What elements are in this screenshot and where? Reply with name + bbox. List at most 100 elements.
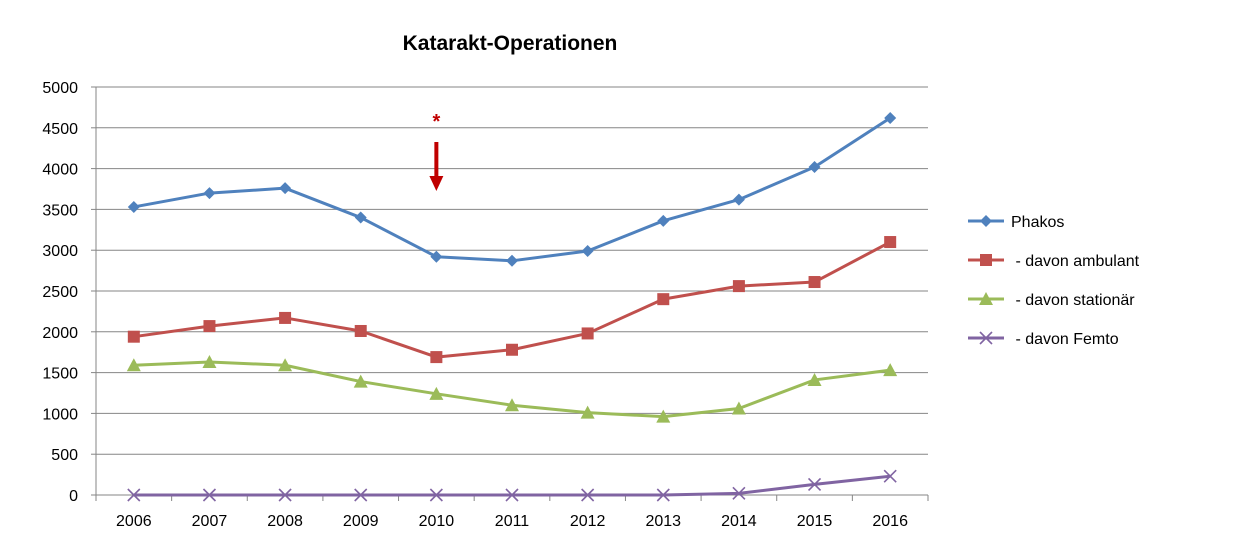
legend-marker [980,254,992,266]
data-point [807,477,822,491]
data-point [581,488,595,502]
x-tick-label: 2015 [797,513,833,530]
x-marker-stroke [732,486,746,500]
x-marker-stroke [202,488,217,502]
series-2 [126,354,898,423]
data-point [657,214,670,227]
y-tick-label: 3500 [42,202,78,219]
data-point [429,386,444,400]
y-tick-label: 2500 [42,284,78,301]
data-point [353,374,368,388]
x-tick-label: 2011 [495,513,530,530]
x-tick-label: 2006 [116,513,152,530]
x-tick-label: 2008 [267,513,303,530]
legend-label: Phakos [1011,214,1064,231]
y-tick-label: 3000 [42,243,78,260]
x-marker-stroke [505,488,519,502]
y-tick-label: 4500 [42,121,78,138]
data-point [354,488,368,502]
data-point [883,469,897,483]
data-point [126,358,141,372]
legend-item: - davon Femto [968,331,1119,348]
x-tick-label: 2012 [570,513,606,530]
y-tick-label: 2000 [42,325,78,342]
data-point [506,343,518,356]
x-tick-label: 2016 [872,513,908,530]
y-tick-label: 500 [51,447,78,464]
x-tick-label: 2013 [645,513,681,530]
annotations: * [429,111,444,191]
data-point [203,187,216,200]
data-point [732,486,746,500]
x-marker-stroke [883,469,897,483]
data-point [580,405,595,419]
data-point [429,488,443,502]
legend-marker [979,292,993,305]
data-point [808,276,821,289]
data-point [884,236,897,249]
x-marker-stroke [656,488,670,502]
gridlines [96,86,928,455]
data-point [732,193,745,206]
x-tick-label: 2007 [192,513,228,530]
legend-label: - davon ambulant [1011,253,1140,270]
series-1 [127,236,897,364]
x-tick-label: 2009 [343,513,379,530]
x-marker-stroke [581,488,595,502]
data-point [354,324,367,337]
data-point [202,354,217,368]
data-point [127,488,141,502]
y-tick-label: 4000 [42,162,78,179]
legend-marker [979,331,993,345]
data-point [430,351,443,364]
legend-item: - davon ambulant [968,253,1140,270]
data-point [808,160,821,173]
x-marker-stroke [807,477,822,491]
data-point [505,488,519,502]
data-point [656,488,670,502]
x-axis-ticks: 2006 2007 2008 2009 2010 2011 2012 2013 2014 2015… [95,495,929,530]
data-point [354,211,367,224]
data-point [581,327,594,340]
annotation-arrowhead [429,176,444,191]
legend: Phakos - davon ambulant - davon stationä… [968,214,1140,348]
data-point [506,254,518,267]
data-point [732,280,745,293]
data-point [657,293,670,306]
data-point [278,358,293,372]
data-point [884,112,897,125]
series-line [133,116,891,263]
x-marker-stroke [354,488,368,502]
series-group [126,112,898,502]
data-point [202,488,217,502]
series-line [133,474,891,497]
data-point [505,398,519,412]
x-marker-stroke [429,488,443,502]
data-point [883,363,898,377]
chart-title: Katarakt-Operationen [403,32,618,55]
legend-marker [980,215,992,227]
data-point [279,182,292,195]
annotation-asterisk: * [432,111,440,133]
data-point [430,250,443,263]
data-point [731,401,746,415]
y-tick-label: 0 [69,488,78,505]
data-point [656,409,671,423]
y-tick-label: 5000 [42,80,78,97]
legend-label: - davon Femto [1011,331,1119,348]
data-point [581,245,594,258]
y-tick-label: 1500 [42,366,78,383]
data-point [279,311,292,324]
data-point [807,372,822,386]
data-point [203,320,216,333]
legend-item: - davon stationär [968,292,1135,309]
series-3 [127,469,897,502]
y-tick-label: 1000 [42,406,78,423]
x-tick-label: 2014 [721,513,757,530]
x-marker-stroke [278,488,292,502]
y-axis-ticks: 0 500 1000 1500 2000 2500 3000 3500 4000 4500 5000 [42,80,96,505]
series-0 [127,112,897,267]
x-marker-stroke [979,331,993,345]
x-tick-label: 2010 [419,513,455,530]
